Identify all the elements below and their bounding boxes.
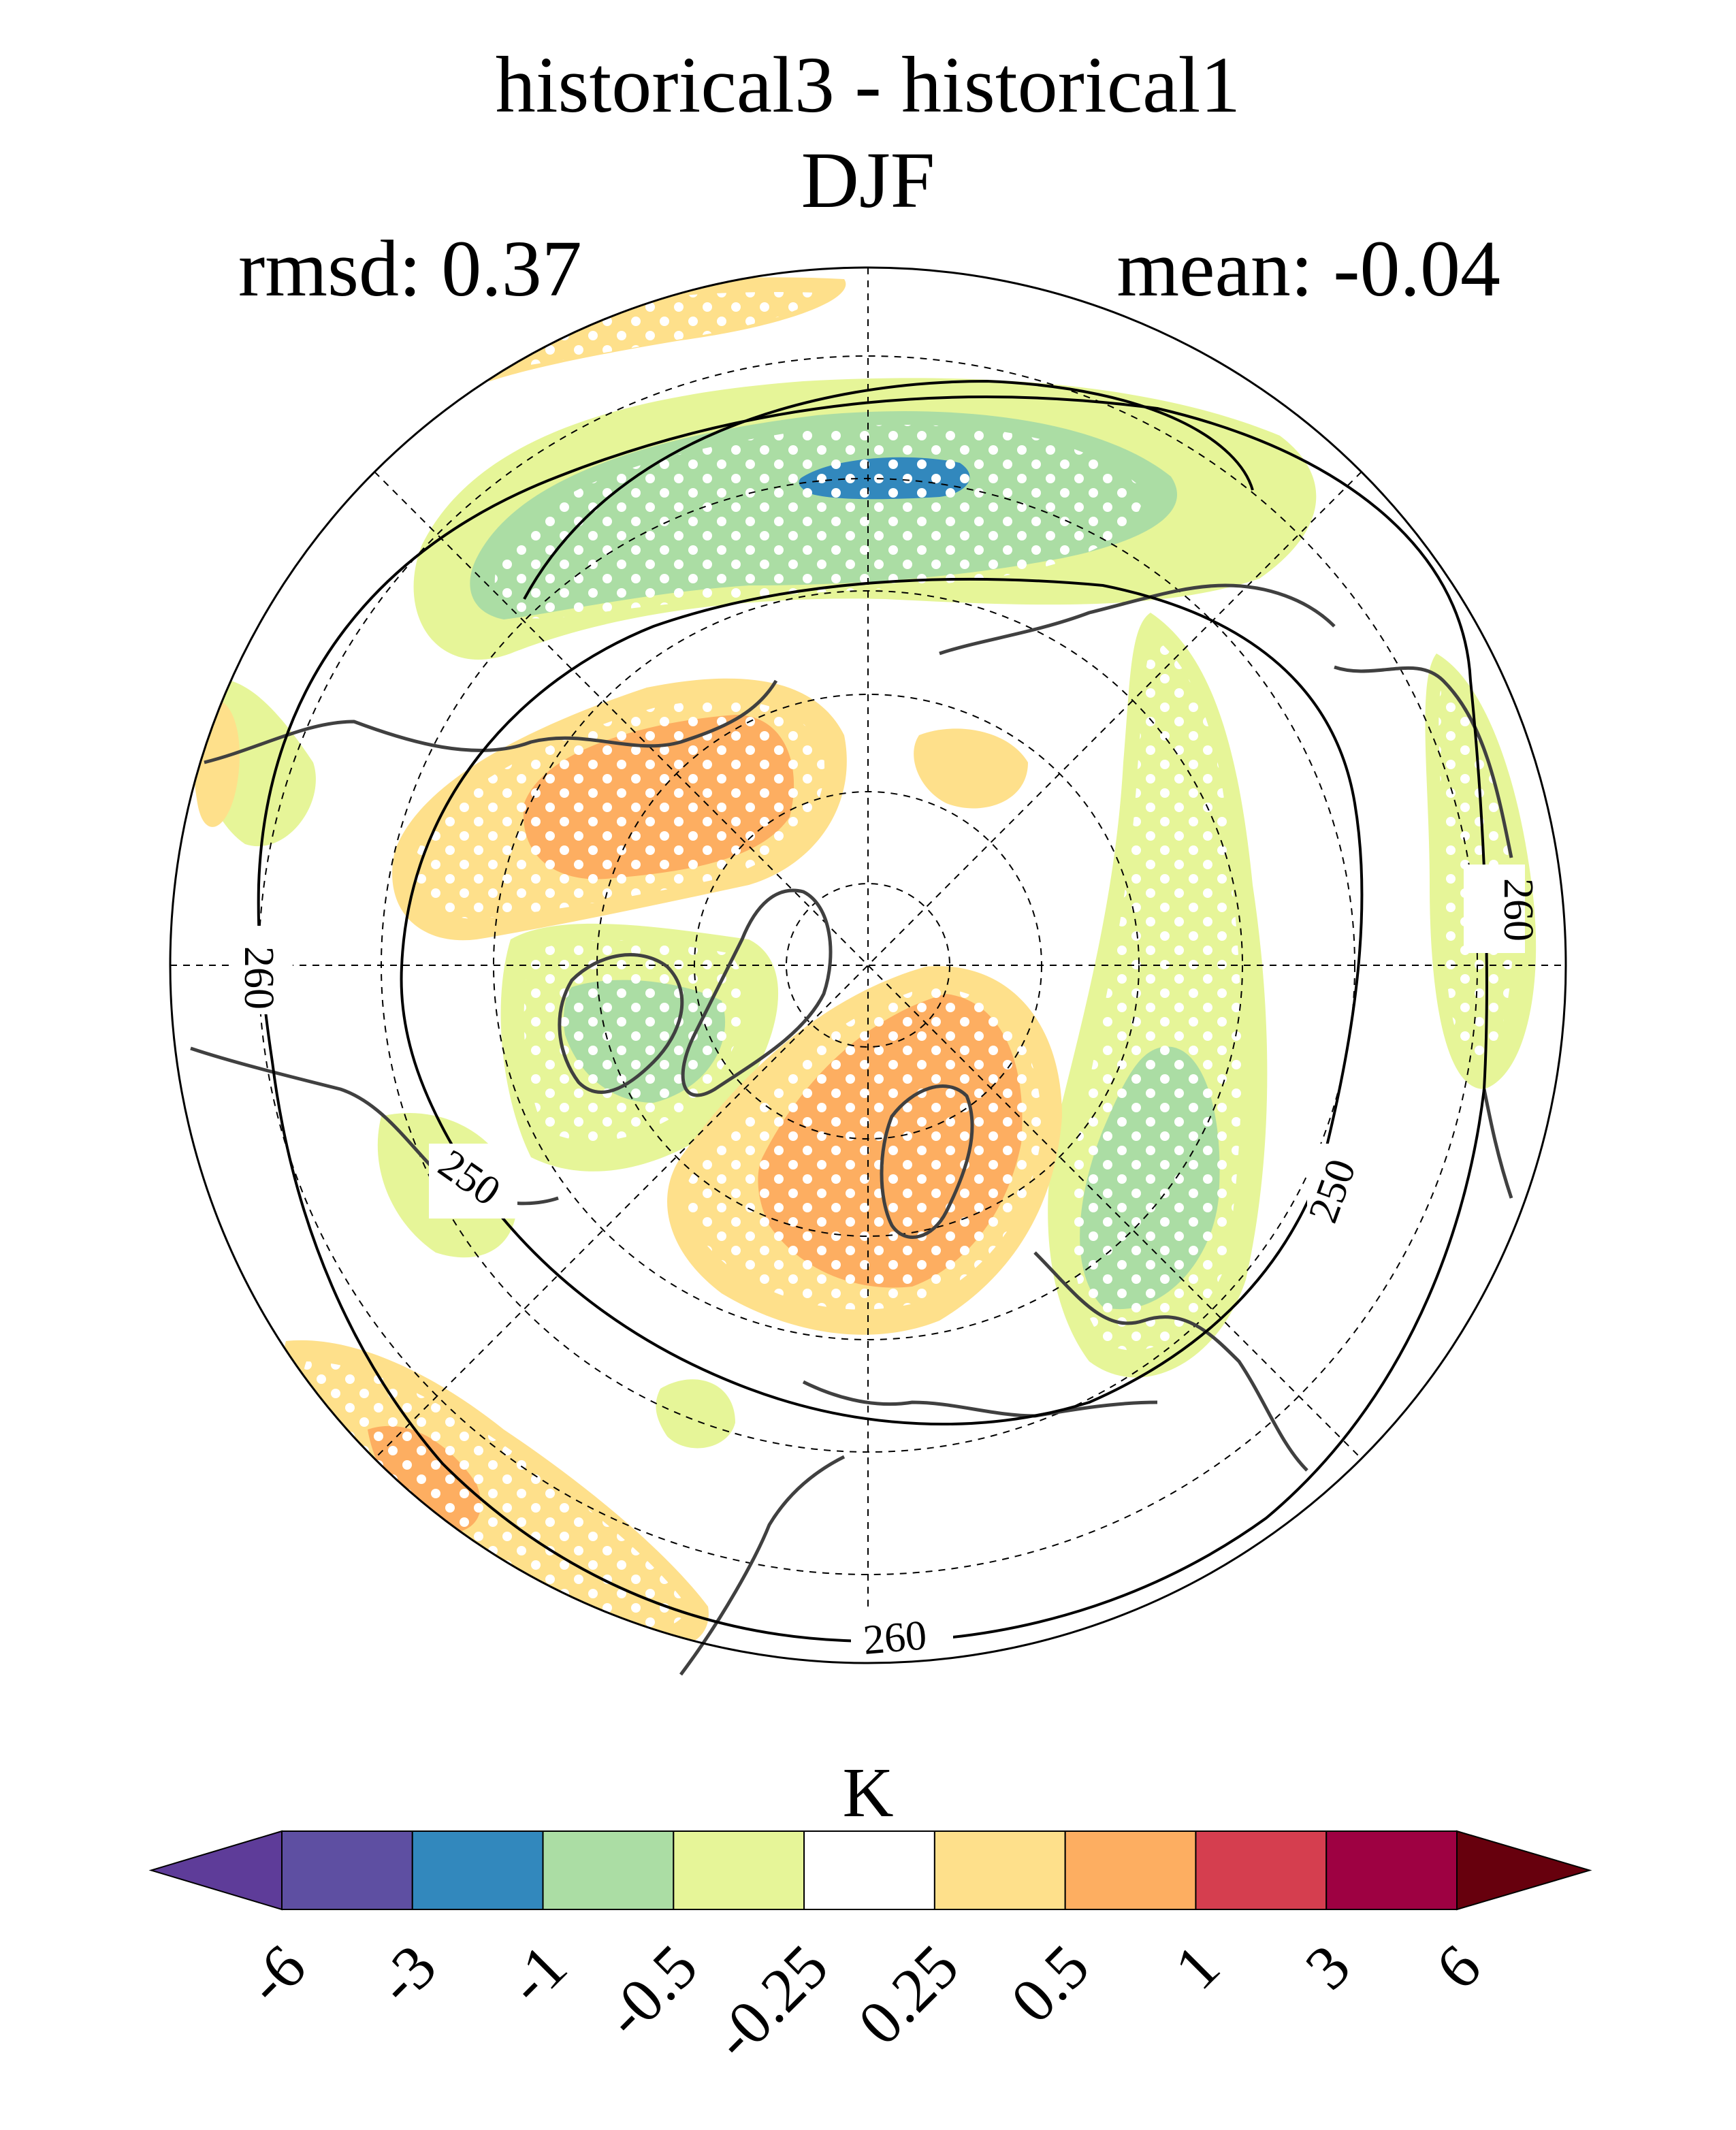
colorbar-tick-label: -3	[364, 1931, 449, 2017]
colorbar-tick-label: -1	[494, 1931, 579, 2017]
contour-260-upper	[523, 379, 1254, 600]
coastline-canada	[558, 953, 684, 1094]
colorbar-swatch	[933, 1830, 1066, 1910]
colorbar-swatch	[673, 1830, 805, 1910]
colorbar-swatch	[542, 1830, 675, 1910]
stipple-region	[685, 987, 1042, 1310]
map-border	[169, 266, 1567, 1664]
colorbar-tick-label: 0.5	[997, 1931, 1102, 2035]
contour-label: 260	[1495, 878, 1541, 941]
coastline-greenland	[681, 888, 833, 1097]
colorbar-tick-label: 6	[1422, 1931, 1494, 2003]
contour-260	[257, 396, 1488, 1643]
mean-label: mean: -0.04	[1116, 224, 1500, 313]
polar-map: 260 260 250 250 260	[169, 266, 1567, 1676]
colorbar-swatch	[1456, 1830, 1592, 1911]
coastline-africa	[679, 1455, 846, 1676]
coastline-asia	[939, 583, 1336, 656]
coastline-japan	[1482, 1088, 1513, 1199]
coastline-east-asia	[1334, 665, 1513, 858]
colorbar: -6 -3 -1 -0.5-0.25 0.25 0.5 1 3 6	[148, 1830, 1592, 2073]
colorbar-swatch	[803, 1830, 935, 1910]
colorbar-swatch	[281, 1830, 413, 1910]
map-title: historical3 - historical1	[495, 40, 1241, 129]
graticule	[170, 268, 1566, 1663]
coastline-scandinavia	[880, 1084, 974, 1239]
anomaly-region	[656, 1379, 735, 1449]
stipple-region	[494, 425, 1144, 619]
anomaly-region	[914, 728, 1028, 809]
colorbar-tick-label: 0.25	[845, 1931, 971, 2058]
contour-250	[400, 577, 1364, 1426]
colorbar-swatch	[148, 1830, 283, 1911]
colorbar-tick-label: 1	[1161, 1931, 1233, 2003]
stipple-region	[524, 940, 745, 1142]
stipple-region	[303, 1361, 688, 1630]
climatology-contours	[257, 379, 1488, 1643]
colorbar-tick-label: -0.25	[700, 1931, 841, 2073]
colorbar-tick-label: 3	[1292, 1931, 1364, 2003]
coastline-siberia	[1033, 1251, 1308, 1472]
stipple-region	[414, 700, 825, 919]
contour-label: 260	[861, 1612, 929, 1664]
colorbar-tick-label: -6	[233, 1931, 319, 2017]
contour-label-group: 260 260 250 250 260	[231, 865, 1541, 1664]
colorbar-swatch	[411, 1830, 544, 1910]
colorbar-unit: K	[842, 1754, 894, 1832]
contour-label: 260	[236, 946, 282, 1010]
rmsd-label: rmsd: 0.37	[238, 224, 582, 313]
stipple-region	[508, 292, 817, 368]
colorbar-swatch	[1325, 1830, 1458, 1910]
colorbar-swatch	[1195, 1830, 1328, 1910]
colorbar-tick-label: -0.5	[591, 1931, 710, 2050]
colorbar-swatch	[1064, 1830, 1197, 1910]
coastline-north-america	[204, 679, 778, 764]
stipple-region	[1071, 640, 1242, 1351]
season-label: DJF	[801, 135, 935, 225]
coastline-europe	[802, 1380, 1158, 1418]
